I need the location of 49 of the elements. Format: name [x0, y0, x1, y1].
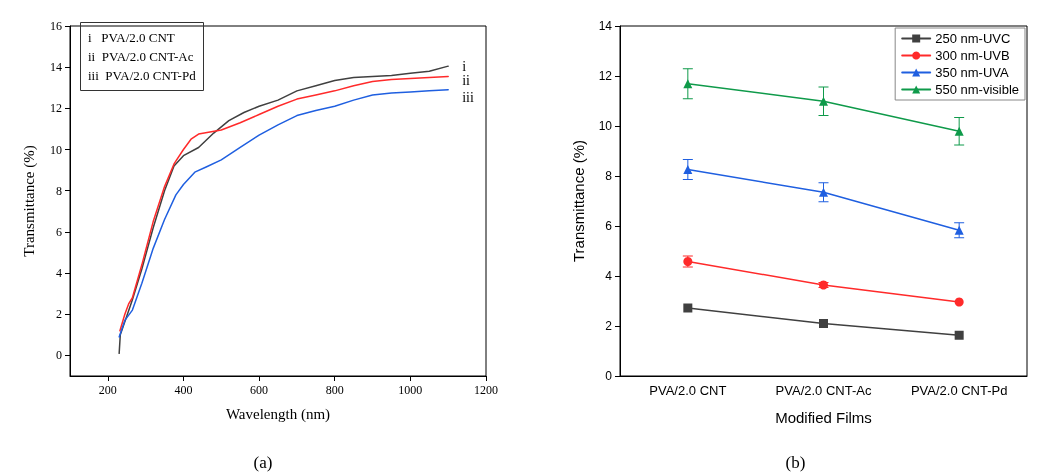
y-tick-label: 4 — [605, 269, 613, 283]
x-tick-label: PVA/2.0 CNT-Ac — [775, 383, 872, 398]
y-tick-label: 14 — [598, 19, 613, 33]
text: (b) — [785, 453, 806, 472]
annotation: iii PVA/2.0 CNT-Pd — [88, 68, 197, 83]
annotation: ii PVA/2.0 CNT-Ac — [88, 49, 194, 64]
y-tick-label: 0 — [605, 369, 613, 383]
y-tick-label: 10 — [50, 142, 62, 157]
y-tick-label: 6 — [605, 219, 613, 233]
y-tick-label: 12 — [50, 101, 62, 116]
y-tick-label: 14 — [50, 60, 62, 75]
y-tick-label: 2 — [56, 307, 62, 322]
annotation: i PVA/2.0 CNT — [88, 30, 175, 45]
x-tick-label: PVA/2.0 CNT-Pd — [910, 383, 1008, 398]
legend-label: 350 nm-UVA — [935, 65, 1009, 80]
y-tick-label: 4 — [56, 266, 62, 281]
x-tick-label: 1000 — [398, 383, 423, 397]
legend-label: 250 nm-UVC — [935, 31, 1011, 46]
y-tick-label: 16 — [50, 19, 62, 33]
point — [954, 225, 964, 235]
point — [954, 126, 964, 136]
series-label: iii — [462, 90, 474, 106]
y-tick-label: 0 — [56, 348, 62, 363]
y-tick-label: 2 — [605, 319, 613, 333]
y-tick-label: 10 — [598, 119, 613, 133]
series-label: i — [462, 58, 467, 74]
text: (a) — [253, 453, 273, 472]
x-tick-label: 200 — [98, 383, 117, 397]
y-tick-label: 6 — [56, 224, 62, 239]
x-axis-title: Wavelength (nm) — [225, 405, 331, 423]
y-axis-title: Transmittance (%) — [20, 145, 38, 257]
y-tick-label: 8 — [605, 169, 613, 183]
x-tick-label: 400 — [174, 383, 193, 397]
y-tick-label: 8 — [56, 183, 62, 198]
x-tick-label: 1200 — [474, 383, 498, 397]
y-axis-title: Transmittance (%) — [570, 140, 587, 262]
series-label: ii — [462, 72, 471, 88]
point — [954, 330, 964, 340]
x-tick-label: 600 — [250, 383, 269, 397]
point — [819, 319, 828, 328]
point — [954, 297, 964, 307]
x-tick-label: PVA/2.0 CNT — [649, 383, 727, 398]
legend-label: 550 nm-visible — [935, 82, 1020, 97]
x-tick-label: 800 — [325, 383, 344, 397]
legend-label: 300 nm-UVB — [935, 48, 1010, 63]
y-tick-label: 12 — [598, 69, 613, 83]
point — [683, 165, 693, 174]
point — [683, 303, 693, 313]
x-axis-title: Modified Films — [775, 409, 872, 426]
